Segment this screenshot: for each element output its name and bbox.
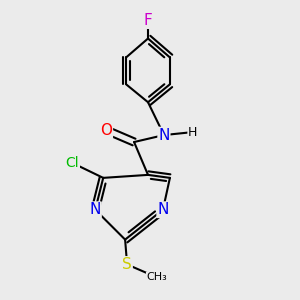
Text: H: H [188, 126, 197, 139]
Text: N: N [157, 202, 169, 217]
Text: Cl: Cl [65, 156, 79, 170]
Text: N: N [90, 202, 101, 217]
Text: O: O [100, 123, 112, 138]
Text: CH₃: CH₃ [147, 272, 167, 282]
Text: F: F [144, 13, 152, 28]
Text: N: N [158, 128, 169, 142]
Text: S: S [122, 257, 132, 272]
